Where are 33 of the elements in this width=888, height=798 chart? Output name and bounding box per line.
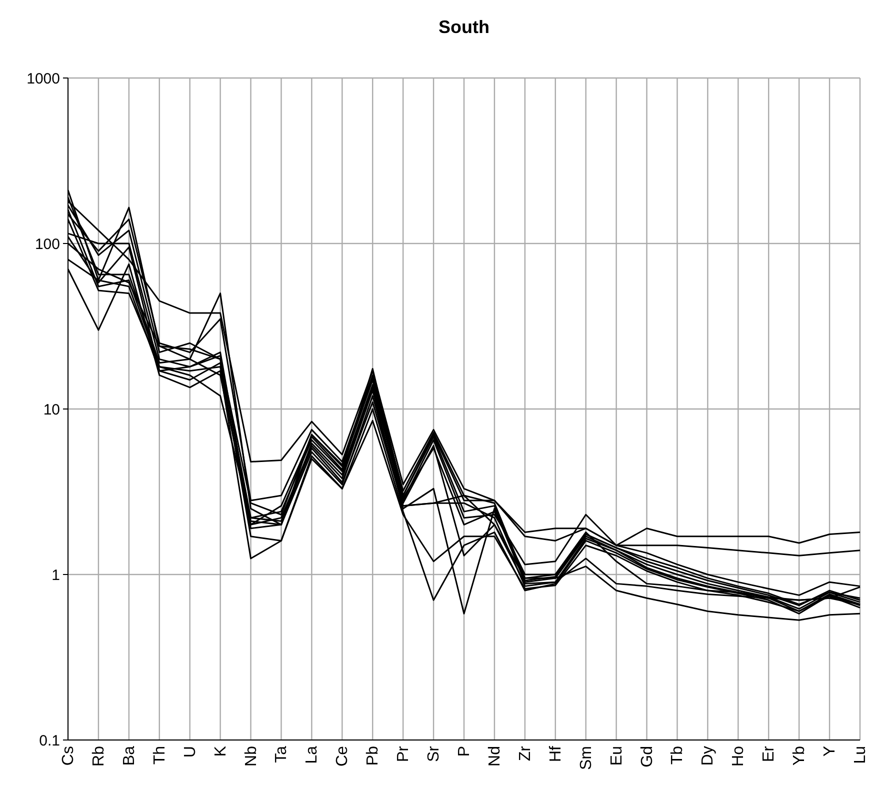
x-tick-label: Nb (242, 746, 260, 766)
x-tick-label: Eu (608, 746, 626, 766)
x-tick-label: Lu (852, 746, 869, 764)
x-tick-label: Ho (730, 746, 748, 766)
x-tick-label: K (212, 746, 230, 757)
x-tick-label: Gd (638, 746, 656, 768)
chart-title: South (438, 17, 490, 37)
x-tick-label: Yb (791, 746, 808, 766)
y-tick-label: 100 (34, 236, 60, 253)
x-tick-label: Er (760, 745, 778, 762)
x-tick-label: Tb (669, 746, 686, 765)
y-tick-label: 1000 (26, 70, 60, 88)
x-tick-label: P (456, 746, 473, 757)
y-tick-label: 10 (43, 401, 60, 418)
x-tick-label: Pb (364, 746, 382, 766)
x-tick-label: Pr (395, 745, 412, 762)
x-tick-label: Sr (426, 745, 443, 762)
y-tick-label: 0.1 (39, 732, 60, 750)
x-tick-label: Ta (273, 746, 290, 763)
x-tick-label: Sm (578, 746, 595, 770)
x-tick-label: Ce (334, 746, 352, 766)
x-tick-label: Dy (700, 746, 717, 766)
x-tick-label: Cs (60, 746, 77, 766)
x-tick-label: Nd (486, 746, 504, 766)
x-tick-label: Ba (120, 746, 138, 766)
x-tick-label: Rb (90, 746, 108, 766)
x-tick-label: La (304, 746, 321, 764)
x-tick-label: U (182, 746, 199, 758)
x-tick-label: Th (151, 746, 168, 765)
x-tick-label: Y (822, 746, 839, 757)
y-tick-label: 1 (52, 566, 60, 584)
x-tick-label: Zr (516, 745, 534, 762)
x-tick-label: Hf (547, 745, 564, 762)
